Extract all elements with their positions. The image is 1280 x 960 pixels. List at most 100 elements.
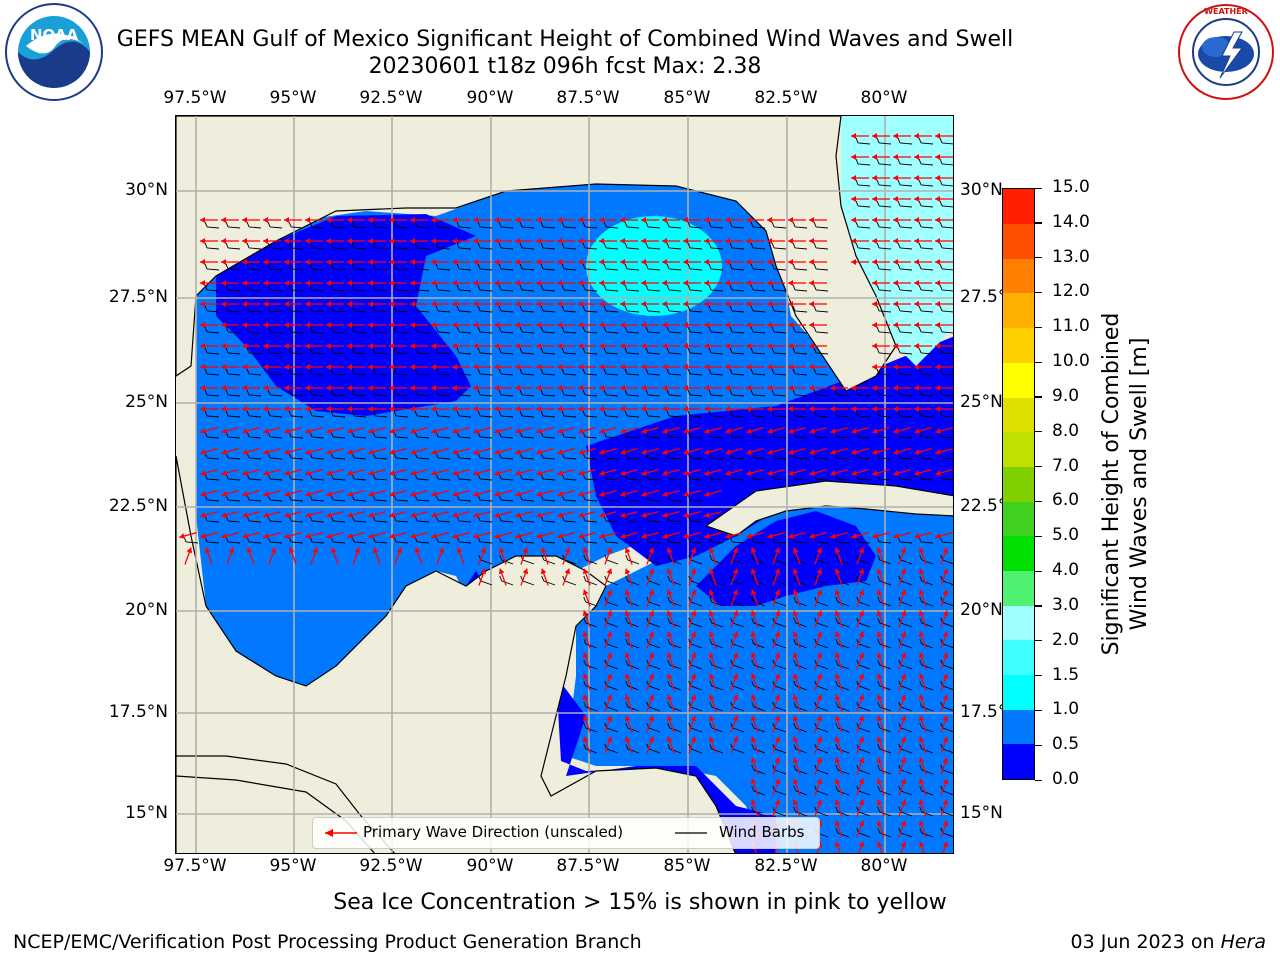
wind-barb-shaft <box>942 205 953 208</box>
colorbar-tick-mark <box>1035 431 1042 433</box>
wind-barb-shaft <box>648 664 661 670</box>
wind-barb-shaft <box>795 727 808 733</box>
wave-direction-arrowhead <box>263 301 268 307</box>
wind-barb-flag <box>751 638 755 645</box>
wave-direction-arrowhead <box>876 799 883 806</box>
wind-barb-shaft <box>942 226 953 229</box>
wind-barb-flag <box>583 743 587 750</box>
wave-direction-arrowhead <box>410 322 415 328</box>
wave-direction-arrowhead <box>893 449 899 455</box>
wave-direction-arrowhead <box>620 428 626 434</box>
wave-direction-arrowhead <box>774 568 781 575</box>
nws-logo: WEATHER <box>1178 4 1274 100</box>
wind-barb-shaft <box>354 520 367 523</box>
wind-barb-flag <box>751 722 755 729</box>
wave-direction-arrowhead <box>690 610 697 617</box>
wave-direction-arrowhead <box>851 533 857 539</box>
wind-barb-shaft <box>354 226 367 229</box>
wind-barb-shaft <box>837 436 850 439</box>
wind-barb-flag <box>351 263 355 270</box>
wind-barb-flag <box>582 221 586 228</box>
wave-direction-arrowhead <box>918 778 925 785</box>
wind-barb-flag <box>709 596 713 603</box>
wind-barb-shaft <box>816 373 829 376</box>
wave-direction-arrowhead <box>872 470 878 476</box>
wind-barb-shaft <box>438 457 451 460</box>
wind-barb-flag <box>498 410 502 417</box>
wave-direction-arrowhead <box>515 322 520 328</box>
wave-direction-arrowhead <box>816 652 823 659</box>
wind-barb-shaft <box>207 478 220 481</box>
wind-barb-flag <box>897 305 901 312</box>
lon-label: 90°W <box>466 88 514 108</box>
wind-barb-shaft <box>837 394 850 397</box>
wave-direction-arrowhead <box>683 470 689 476</box>
wind-barb-flag <box>498 263 502 270</box>
wave-direction-arrowhead <box>204 547 211 554</box>
map-panel[interactable] <box>175 115 954 854</box>
wind-barb-shaft <box>417 478 430 481</box>
wind-barb-flag <box>771 368 775 375</box>
wind-barb-shaft <box>354 541 367 544</box>
wind-barb-shaft <box>900 415 913 418</box>
wind-barb-shaft <box>648 580 661 586</box>
wave-direction-arrowhead <box>834 736 841 743</box>
colorbar-label-line-1: Significant Height of Combined <box>1099 312 1124 656</box>
wind-barb-shaft <box>543 559 556 565</box>
wind-barb-shaft <box>648 226 661 229</box>
wave-direction-arrowhead <box>606 631 613 638</box>
wind-barb-flag <box>393 389 397 396</box>
wind-barb-shaft <box>375 394 388 397</box>
wave-direction-arrowhead <box>725 428 731 434</box>
wind-barb-shaft <box>753 664 766 670</box>
wave-direction-arrowhead <box>200 470 206 476</box>
wave-direction-arrowhead <box>410 259 415 265</box>
wave-direction-arrowhead <box>452 259 457 265</box>
wave-direction-arrowhead <box>305 533 311 539</box>
wave-direction-arrowhead <box>662 301 667 307</box>
wave-direction-arrowhead <box>372 547 379 554</box>
colorbar-tick-label: 7.0 <box>1052 455 1080 476</box>
wind-barb-shaft <box>690 457 703 460</box>
wind-barb-flag <box>687 410 691 417</box>
wind-barb-flag <box>834 410 838 417</box>
wind-barb-flag <box>561 326 565 333</box>
wind-barb-flag <box>918 389 922 396</box>
wind-barb-flag <box>583 638 587 645</box>
wind-barb-shaft <box>648 373 661 376</box>
wind-barb-shaft <box>249 289 262 292</box>
wind-barb-flag <box>792 326 796 333</box>
wave-direction-arrowhead <box>918 547 925 554</box>
wave-direction-arrowhead <box>900 568 907 575</box>
wave-direction-arrowhead <box>746 533 752 539</box>
wind-barb-shaft <box>858 748 871 754</box>
wind-barb-shaft <box>543 226 556 229</box>
wind-barb-flag <box>708 284 712 291</box>
wind-barb-shaft <box>333 268 346 271</box>
wind-barb-shaft <box>627 310 640 313</box>
wind-barb-flag <box>918 200 922 207</box>
wave-direction-arrowhead <box>690 547 697 554</box>
wind-barb-shaft <box>396 541 409 544</box>
wind-barb-shaft <box>711 268 724 271</box>
wind-barb-flag <box>625 617 629 624</box>
wind-barb-shaft <box>375 415 388 418</box>
wind-barb-shaft <box>879 601 892 607</box>
wave-direction-arrowhead <box>536 470 542 476</box>
wind-barb-shaft <box>228 331 241 334</box>
wind-barb-flag <box>561 242 565 249</box>
wind-barb-shaft <box>459 373 472 376</box>
lat-label: 15°N <box>960 803 1003 823</box>
wind-barb-flag <box>309 284 313 291</box>
wind-barb-shaft <box>438 226 451 229</box>
wave-direction-arrowhead <box>816 673 823 680</box>
wave-direction-arrowhead <box>851 470 857 476</box>
wave-direction-arrowhead <box>816 778 823 785</box>
colorbar-segment <box>1003 292 1034 329</box>
wind-barb-shaft <box>648 541 661 544</box>
wave-direction-arrowhead <box>452 406 457 412</box>
wind-barb-shaft <box>753 226 766 229</box>
wave-direction-arrowhead <box>368 491 374 497</box>
wind-barb-flag <box>477 242 481 249</box>
wind-barb-shaft <box>207 415 220 418</box>
